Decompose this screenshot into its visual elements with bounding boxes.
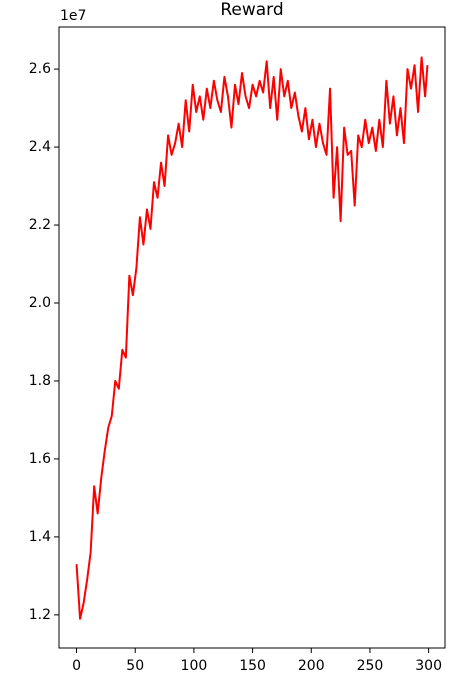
x-tick-label: 50 [126,658,144,674]
x-tick-label: 300 [415,658,442,674]
plot-frame [58,26,446,649]
y-tick-label: 1.6 [29,451,51,467]
x-tick-label: 100 [181,658,208,674]
x-tick-label: 0 [72,658,81,674]
y-tick-label: 1.8 [29,373,51,389]
y-tick-label: 2.4 [29,139,51,155]
data-line [75,56,429,620]
chart-title: Reward [220,0,283,20]
y-tick-label: 1.2 [29,607,51,623]
y-tick-label: 1.4 [29,529,51,545]
x-tick-label: 150 [239,658,266,674]
y-offset-label: 1e7 [60,8,86,24]
x-tick-label: 200 [298,658,325,674]
y-tick-label: 2.6 [29,61,51,77]
x-tick-label: 250 [357,658,384,674]
y-tick-label: 2.2 [29,217,51,233]
y-tick-label: 2.0 [29,295,51,311]
